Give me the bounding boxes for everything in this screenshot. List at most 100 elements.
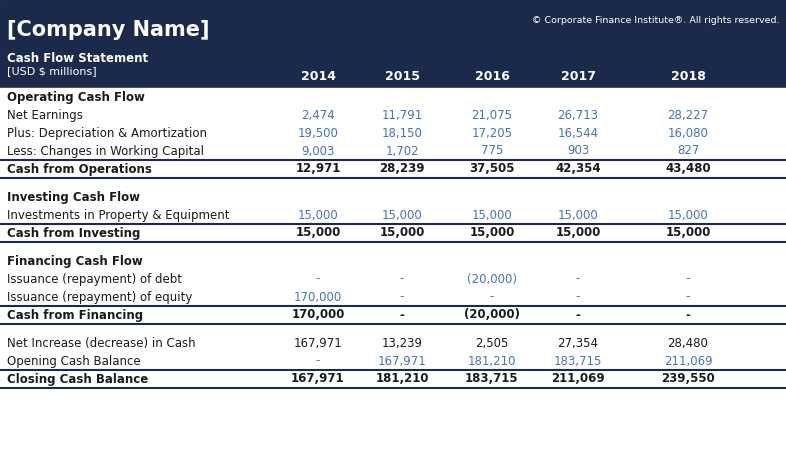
Text: 2016: 2016 xyxy=(475,70,509,84)
Text: 15,000: 15,000 xyxy=(380,227,424,239)
Text: Cash from Operations: Cash from Operations xyxy=(7,162,152,175)
Text: 15,000: 15,000 xyxy=(382,209,422,221)
Text: -: - xyxy=(490,291,494,304)
Bar xyxy=(0,252,786,270)
Bar xyxy=(0,124,786,142)
Text: 827: 827 xyxy=(677,144,700,158)
Text: Issuance (repayment) of debt: Issuance (repayment) of debt xyxy=(7,273,182,285)
Text: Investing Cash Flow: Investing Cash Flow xyxy=(7,190,140,203)
Text: 2,474: 2,474 xyxy=(301,108,335,122)
Text: -: - xyxy=(686,273,690,285)
Text: 15,000: 15,000 xyxy=(298,209,339,221)
Text: 239,550: 239,550 xyxy=(661,372,715,386)
Text: 17,205: 17,205 xyxy=(472,126,512,140)
Text: -: - xyxy=(399,308,405,322)
Bar xyxy=(0,188,786,206)
Text: 170,000: 170,000 xyxy=(294,291,342,304)
Bar xyxy=(0,224,786,242)
Text: 2015: 2015 xyxy=(384,70,420,84)
Text: 15,000: 15,000 xyxy=(556,227,601,239)
Text: (20,000): (20,000) xyxy=(467,273,517,285)
Text: 37,505: 37,505 xyxy=(469,162,515,175)
Text: 15,000: 15,000 xyxy=(557,209,598,221)
Bar xyxy=(0,352,786,370)
Text: 181,210: 181,210 xyxy=(468,354,516,368)
Text: 12,971: 12,971 xyxy=(296,162,340,175)
Text: 28,239: 28,239 xyxy=(380,162,424,175)
Text: Cash Flow Statement: Cash Flow Statement xyxy=(7,52,148,65)
Text: Net Earnings: Net Earnings xyxy=(7,108,83,122)
Text: 167,971: 167,971 xyxy=(377,354,426,368)
Text: Investments in Property & Equipment: Investments in Property & Equipment xyxy=(7,209,230,221)
Text: 181,210: 181,210 xyxy=(375,372,428,386)
Text: 170,000: 170,000 xyxy=(292,308,345,322)
Text: 183,715: 183,715 xyxy=(554,354,602,368)
Text: 26,713: 26,713 xyxy=(557,108,599,122)
Text: 1,702: 1,702 xyxy=(385,144,419,158)
Bar xyxy=(0,288,786,306)
Text: (20,000): (20,000) xyxy=(464,308,520,322)
Text: -: - xyxy=(400,291,404,304)
Bar xyxy=(0,0,786,88)
Text: 775: 775 xyxy=(481,144,503,158)
Bar xyxy=(0,206,786,224)
Text: 211,069: 211,069 xyxy=(663,354,712,368)
Text: -: - xyxy=(685,308,690,322)
Text: -: - xyxy=(400,273,404,285)
Text: Opening Cash Balance: Opening Cash Balance xyxy=(7,354,141,368)
Text: 211,069: 211,069 xyxy=(551,372,604,386)
Text: 16,080: 16,080 xyxy=(667,126,708,140)
Text: 2018: 2018 xyxy=(670,70,706,84)
Text: -: - xyxy=(686,291,690,304)
Text: -: - xyxy=(316,273,320,285)
Text: 2,505: 2,505 xyxy=(476,336,509,350)
Text: -: - xyxy=(316,354,320,368)
Text: 18,150: 18,150 xyxy=(381,126,422,140)
Text: Cash from Investing: Cash from Investing xyxy=(7,227,141,239)
Text: 9,003: 9,003 xyxy=(301,144,335,158)
Text: 16,544: 16,544 xyxy=(557,126,599,140)
Text: 15,000: 15,000 xyxy=(469,227,515,239)
Text: Net Increase (decrease) in Cash: Net Increase (decrease) in Cash xyxy=(7,336,196,350)
Text: 28,227: 28,227 xyxy=(667,108,708,122)
Text: Plus: Depreciation & Amortization: Plus: Depreciation & Amortization xyxy=(7,126,207,140)
Text: Financing Cash Flow: Financing Cash Flow xyxy=(7,255,143,267)
Text: 43,480: 43,480 xyxy=(665,162,711,175)
Text: Less: Changes in Working Capital: Less: Changes in Working Capital xyxy=(7,144,204,158)
Text: Closing Cash Balance: Closing Cash Balance xyxy=(7,372,149,386)
Text: Operating Cash Flow: Operating Cash Flow xyxy=(7,91,145,104)
Bar xyxy=(0,160,786,178)
Text: 28,480: 28,480 xyxy=(667,336,708,350)
Bar xyxy=(0,306,786,324)
Text: -: - xyxy=(576,273,580,285)
Text: -: - xyxy=(576,291,580,304)
Bar xyxy=(0,88,786,106)
Text: [Company Name]: [Company Name] xyxy=(7,20,210,40)
Text: Cash from Financing: Cash from Financing xyxy=(7,308,143,322)
Text: 21,075: 21,075 xyxy=(472,108,512,122)
Bar xyxy=(0,270,786,288)
Text: 13,239: 13,239 xyxy=(381,336,423,350)
Text: © Corporate Finance Institute®. All rights reserved.: © Corporate Finance Institute®. All righ… xyxy=(531,16,779,25)
Text: 19,500: 19,500 xyxy=(298,126,339,140)
Bar xyxy=(0,370,786,388)
Text: Issuance (repayment) of equity: Issuance (repayment) of equity xyxy=(7,291,193,304)
Text: 27,354: 27,354 xyxy=(557,336,598,350)
Text: 903: 903 xyxy=(567,144,590,158)
Text: 167,971: 167,971 xyxy=(294,336,343,350)
Text: 183,715: 183,715 xyxy=(465,372,519,386)
Text: 2014: 2014 xyxy=(300,70,336,84)
Text: 167,971: 167,971 xyxy=(291,372,345,386)
Text: 15,000: 15,000 xyxy=(665,227,711,239)
Text: 15,000: 15,000 xyxy=(667,209,708,221)
Text: 15,000: 15,000 xyxy=(472,209,512,221)
Bar xyxy=(0,142,786,160)
Text: [USD $ millions]: [USD $ millions] xyxy=(7,66,97,76)
Text: -: - xyxy=(575,308,580,322)
Bar xyxy=(0,106,786,124)
Text: 42,354: 42,354 xyxy=(555,162,601,175)
Bar xyxy=(0,334,786,352)
Text: 11,791: 11,791 xyxy=(381,108,423,122)
Text: 2017: 2017 xyxy=(560,70,596,84)
Text: 15,000: 15,000 xyxy=(296,227,340,239)
